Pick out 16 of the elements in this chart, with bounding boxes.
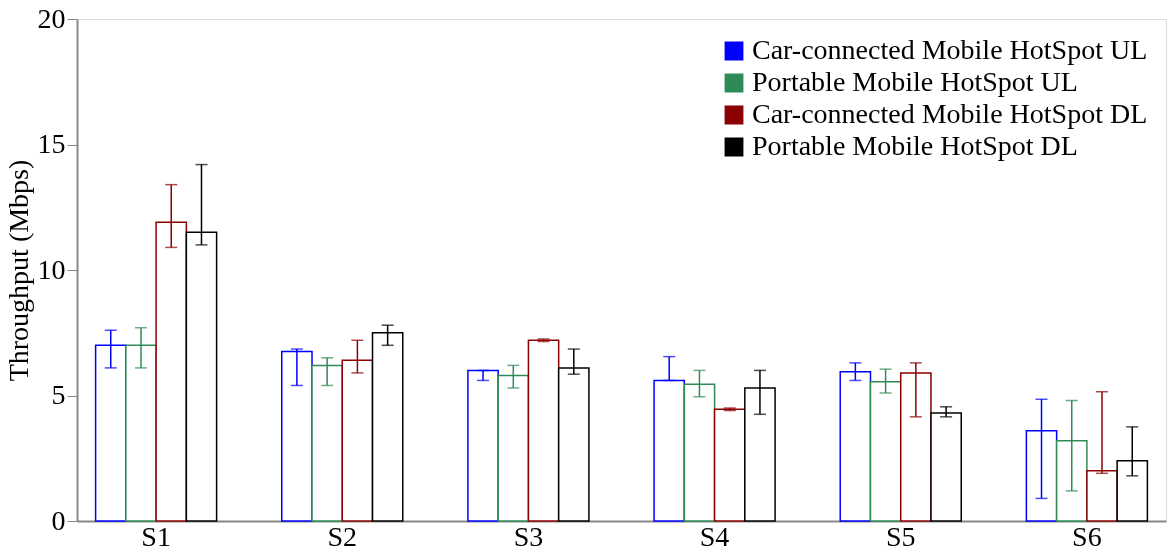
y-tick-label: 20 (37, 2, 66, 34)
x-tick-label: S2 (327, 520, 358, 552)
x-tick-label: S1 (141, 520, 171, 552)
y-tick-label: 15 (37, 128, 66, 159)
x-tick-label: S5 (885, 520, 916, 552)
y-tick-label: 10 (37, 253, 66, 285)
x-tick-label: S4 (699, 520, 730, 552)
legend-label: Portable Mobile HotSpot UL (752, 66, 1078, 97)
x-tick-label: S6 (1072, 520, 1102, 552)
legend-label: Car-connected Mobile HotSpot UL (752, 34, 1148, 65)
x-tick-label: S3 (513, 520, 544, 552)
y-tick-label: 0 (51, 504, 66, 536)
legend-label: Car-connected Mobile HotSpot DL (752, 98, 1148, 129)
y-tick-label: 5 (51, 379, 66, 410)
y-axis-title: Throughput (Mbps) (2, 159, 34, 382)
legend-label: Portable Mobile HotSpot DL (752, 130, 1078, 161)
